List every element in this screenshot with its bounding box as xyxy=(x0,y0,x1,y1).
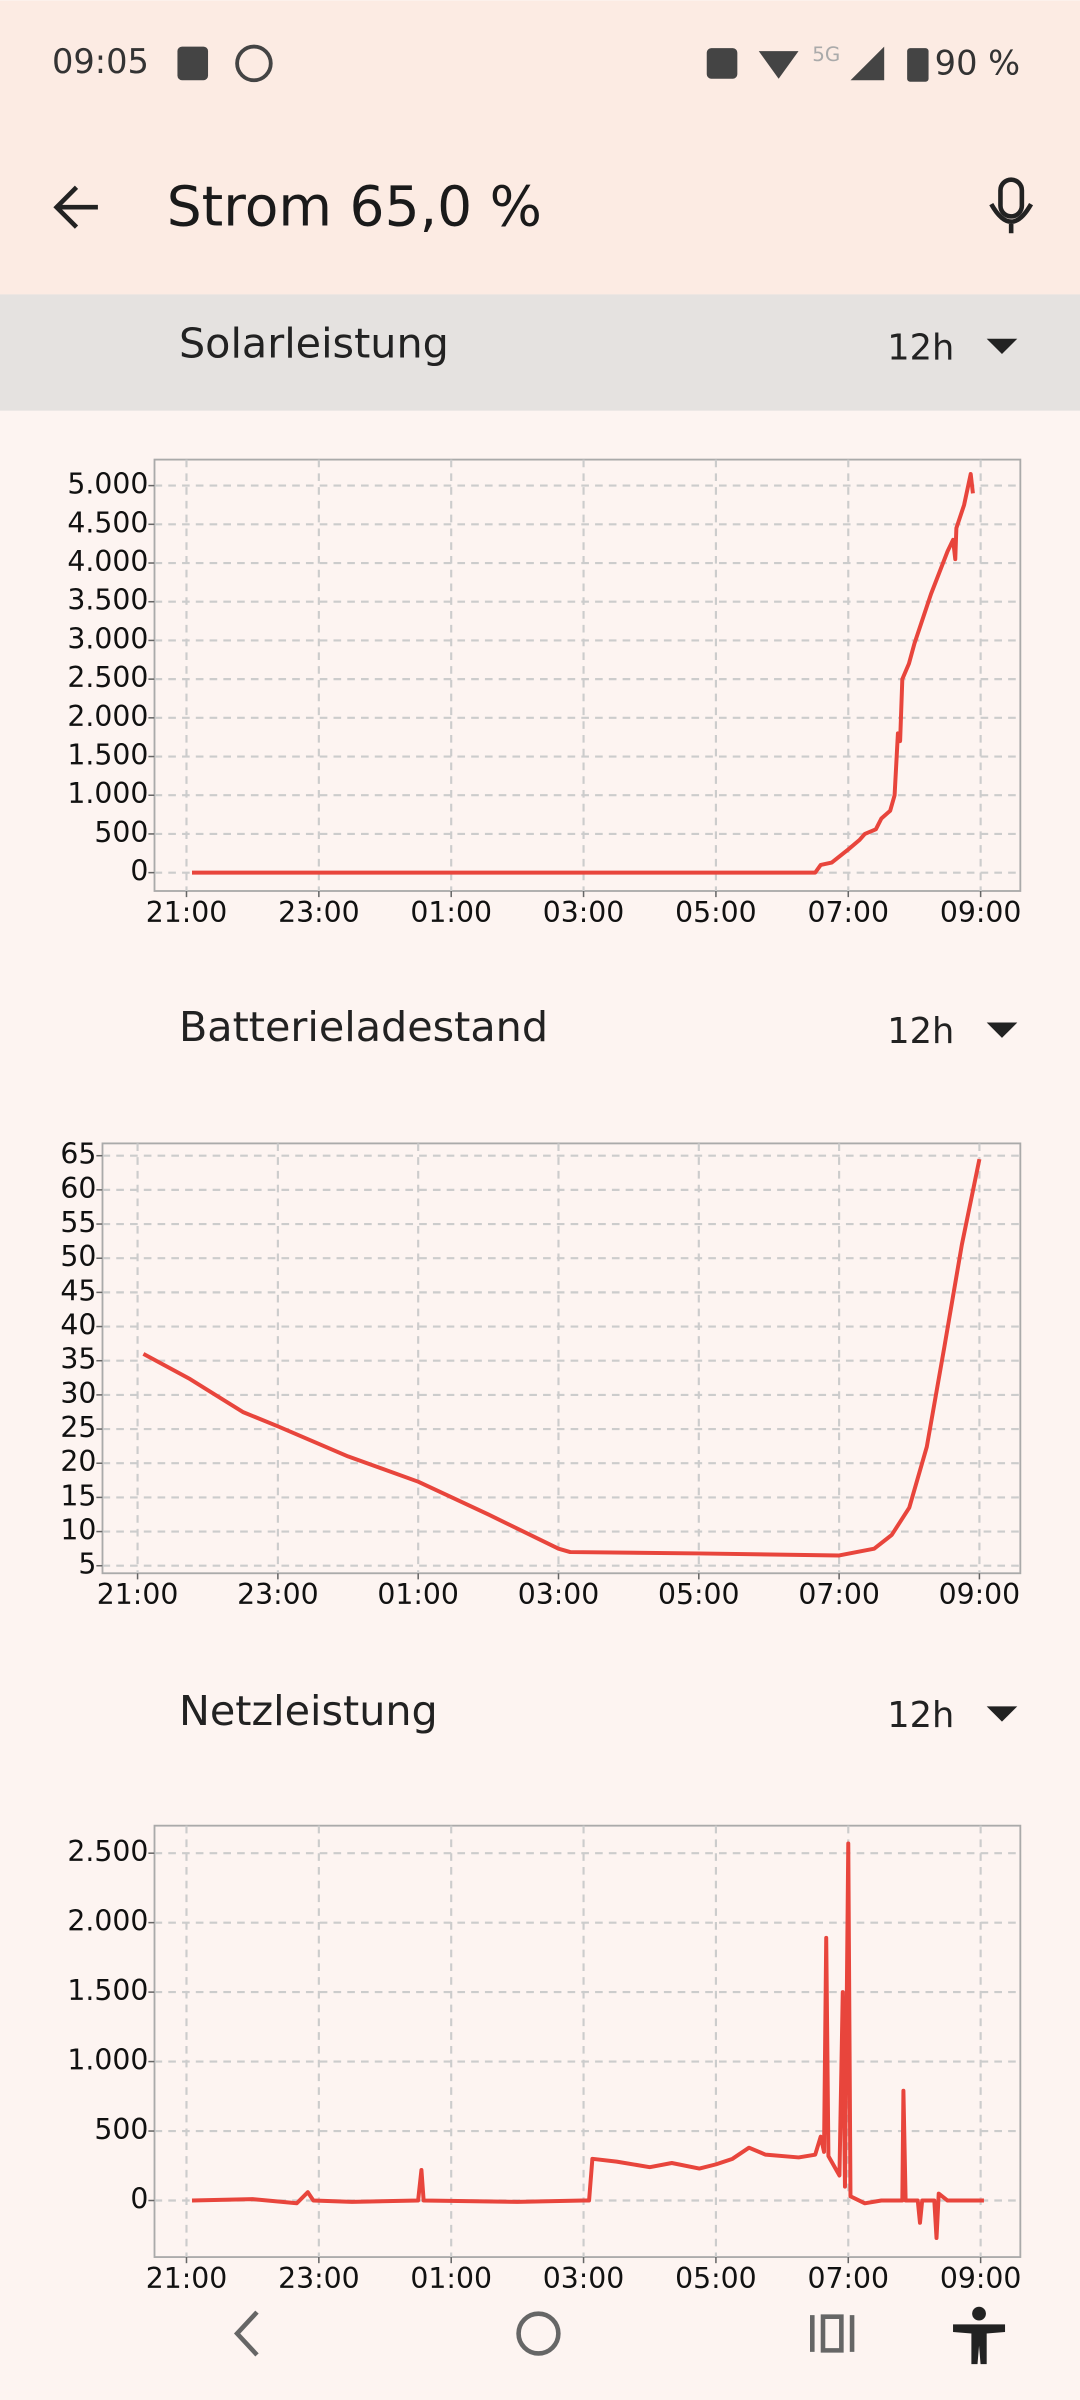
y-tick-label: 500 xyxy=(94,2113,148,2146)
x-tick-label: 07:00 xyxy=(798,1578,880,1611)
y-tick-label: 1.000 xyxy=(67,2044,148,2077)
section-title: Netzleistung xyxy=(179,1687,438,1735)
y-tick-label: 3.500 xyxy=(67,584,148,617)
y-tick-label: 2.500 xyxy=(67,1835,148,1868)
x-tick-label: 01:00 xyxy=(410,896,492,929)
top-bar-bg xyxy=(0,0,1080,295)
y-tick-label: 35 xyxy=(60,1343,96,1376)
mic-button[interactable] xyxy=(989,177,1034,234)
plot-area xyxy=(153,1824,1022,2258)
y-tick-label: 0 xyxy=(130,855,148,888)
range-selector[interactable]: 12h xyxy=(887,327,954,368)
nav-bar xyxy=(233,2310,855,2357)
signal-icon xyxy=(850,46,885,81)
y-tick-label: 0 xyxy=(130,2183,148,2216)
y-tick-label: 60 xyxy=(60,1172,96,1205)
y-tick-label: 65 xyxy=(60,1138,96,1171)
accessibility-button[interactable] xyxy=(953,2306,1006,2365)
nav-recents[interactable] xyxy=(810,2314,855,2353)
x-tick-label: 23:00 xyxy=(278,2262,360,2295)
y-tick-label: 2.000 xyxy=(67,700,148,733)
x-tick-label: 23:00 xyxy=(237,1578,319,1611)
x-tick-label: 05:00 xyxy=(658,1578,740,1611)
section-title: Solarleistung xyxy=(179,319,449,367)
range-selector[interactable]: 12h xyxy=(887,1011,954,1052)
battery-icon xyxy=(907,48,929,82)
y-tick-label: 3.000 xyxy=(67,622,148,655)
x-tick-label: 21:00 xyxy=(146,2262,228,2295)
y-tick-label: 4.000 xyxy=(67,545,148,578)
nav-back[interactable] xyxy=(233,2310,259,2357)
x-tick-label: 21:00 xyxy=(97,1578,179,1611)
y-tick-label: 40 xyxy=(60,1309,96,1342)
x-tick-label: 03:00 xyxy=(518,1578,600,1611)
x-tick-label: 21:00 xyxy=(146,896,228,929)
y-tick-label: 45 xyxy=(60,1274,96,1307)
x-tick-label: 09:00 xyxy=(939,1578,1021,1611)
y-tick-label: 5.000 xyxy=(67,468,148,501)
notification-icon xyxy=(177,46,209,81)
y-tick-label: 30 xyxy=(60,1377,96,1410)
y-tick-label: 5 xyxy=(78,1548,96,1581)
data-line xyxy=(142,1158,982,1558)
y-tick-label: 55 xyxy=(60,1206,96,1239)
back-button[interactable] xyxy=(53,185,98,229)
app-title: Strom 65,0 % xyxy=(167,174,542,238)
wifi-icon xyxy=(758,51,799,79)
y-tick-label: 1.500 xyxy=(67,1974,148,2007)
x-tick-label: 07:00 xyxy=(807,896,889,929)
data-line xyxy=(191,1841,984,2241)
y-tick-label: 50 xyxy=(60,1240,96,1273)
status-network: 5G xyxy=(812,43,840,66)
status-icons xyxy=(177,44,929,83)
x-tick-label: 07:00 xyxy=(807,2262,889,2295)
data-line xyxy=(191,472,975,875)
y-tick-label: 2.000 xyxy=(67,1905,148,1938)
x-tick-label: 09:00 xyxy=(940,896,1022,929)
x-tick-label: 05:00 xyxy=(675,2262,757,2295)
status-battery: 90 % xyxy=(935,43,1020,82)
dropdown-arrow xyxy=(986,1022,1018,1038)
y-tick-label: 20 xyxy=(60,1445,96,1478)
nav-home[interactable] xyxy=(516,2311,561,2356)
x-tick-label: 05:00 xyxy=(675,896,757,929)
y-tick-label: 25 xyxy=(60,1411,96,1444)
x-tick-label: 01:00 xyxy=(410,2262,492,2295)
header-highlight xyxy=(0,294,1080,411)
x-tick-label: 03:00 xyxy=(543,2262,625,2295)
y-tick-label: 10 xyxy=(60,1514,96,1547)
plot-area xyxy=(153,458,1022,892)
y-tick-label: 2.500 xyxy=(67,661,148,694)
dropdown-arrow xyxy=(986,1706,1018,1722)
x-tick-label: 09:00 xyxy=(940,2262,1022,2295)
status-time: 09:05 xyxy=(52,42,149,81)
x-tick-label: 23:00 xyxy=(278,896,360,929)
dropdown-arrow xyxy=(986,338,1018,355)
x-tick-label: 03:00 xyxy=(543,896,625,929)
y-tick-label: 1.500 xyxy=(67,739,148,772)
section-title: Batterieladestand xyxy=(179,1003,548,1051)
x-tick-label: 01:00 xyxy=(377,1578,459,1611)
y-tick-label: 1.000 xyxy=(67,777,148,810)
y-tick-label: 15 xyxy=(60,1479,96,1512)
y-tick-label: 500 xyxy=(94,816,148,849)
notification-icon xyxy=(235,44,273,83)
plot-area xyxy=(101,1142,1022,1575)
range-selector[interactable]: 12h xyxy=(887,1695,954,1736)
y-tick-label: 4.500 xyxy=(67,506,148,539)
nfc-icon xyxy=(706,48,738,79)
